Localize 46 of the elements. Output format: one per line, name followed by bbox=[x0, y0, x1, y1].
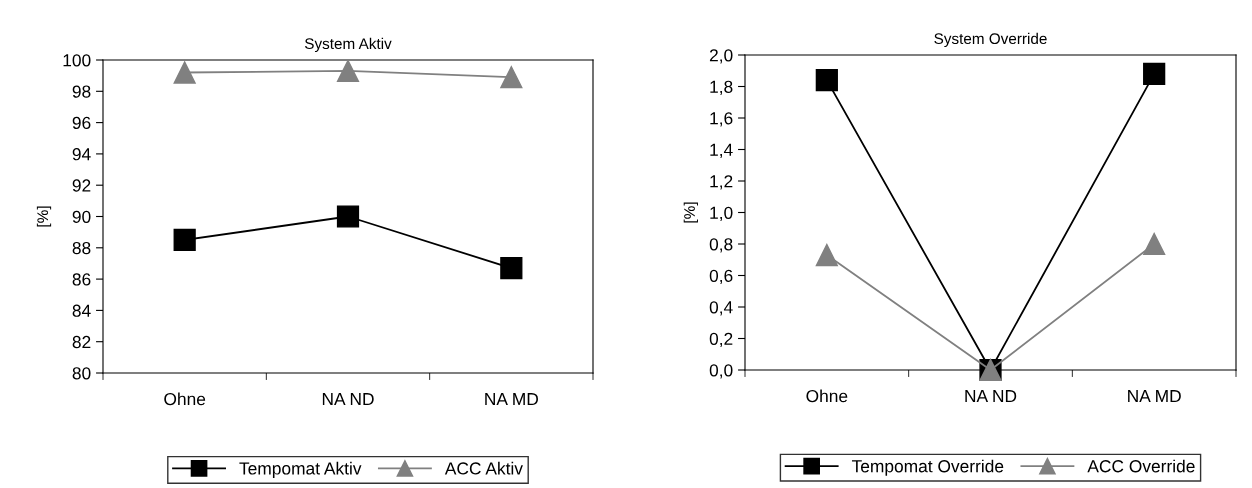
y-tick-label: 2,0 bbox=[709, 49, 733, 64]
legend-label: Tempomat Override bbox=[851, 459, 1004, 476]
y-tick-label: 1,8 bbox=[710, 80, 733, 96]
legend-label: ACC Override bbox=[1087, 459, 1195, 473]
legend-label: ACC Aktiv bbox=[444, 461, 523, 475]
y-tick-label: 1,2 bbox=[710, 175, 733, 190]
point bbox=[336, 59, 360, 83]
chart-title: System Aktiv bbox=[304, 37, 392, 53]
y-tick-label: 0,6 bbox=[709, 269, 733, 285]
point bbox=[500, 257, 523, 280]
y-tick-label: 0,8 bbox=[709, 238, 733, 253]
y-tick-label: 1,6 bbox=[710, 112, 733, 127]
y-tick-label: 80 bbox=[72, 367, 91, 380]
y-tick-label: 90 bbox=[72, 210, 91, 223]
y-tick-label: 0,2 bbox=[709, 332, 733, 348]
y-tick-label: 86 bbox=[72, 273, 91, 286]
point bbox=[815, 69, 838, 92]
point bbox=[815, 243, 838, 267]
point bbox=[1143, 62, 1166, 86]
y-axis-title: [%] bbox=[36, 206, 52, 227]
point bbox=[336, 205, 360, 228]
point bbox=[173, 61, 196, 84]
y-axis-title: [%] bbox=[683, 202, 698, 223]
y-tick-label: 82 bbox=[72, 335, 91, 349]
point bbox=[173, 228, 196, 252]
y-tick-label: 1,0 bbox=[710, 206, 733, 222]
x-tick-label: Ohne bbox=[806, 389, 848, 403]
y-tick-label: 84 bbox=[72, 304, 91, 317]
y-tick-label: 0,4 bbox=[709, 301, 733, 316]
y-tick-label: 88 bbox=[72, 241, 91, 255]
chart-title: System Override bbox=[934, 32, 1047, 48]
x-tick-label: Ohne bbox=[164, 392, 206, 406]
x-tick-label: NA MD bbox=[485, 393, 538, 406]
y-tick-label: 100 bbox=[63, 54, 91, 67]
y-tick-label: 94 bbox=[72, 148, 91, 161]
y-tick-label: 1,4 bbox=[710, 143, 733, 159]
x-tick-label: NA ND bbox=[322, 393, 374, 406]
y-tick-label: 0,0 bbox=[709, 364, 733, 379]
legend-label: Tempomat Aktiv bbox=[239, 461, 362, 479]
x-tick-label: NA MD bbox=[1128, 390, 1181, 403]
y-tick-label: 98 bbox=[72, 85, 91, 98]
y-tick-label: 92 bbox=[72, 179, 91, 192]
point bbox=[500, 66, 523, 89]
point bbox=[1143, 232, 1166, 256]
x-tick-label: NA ND bbox=[965, 390, 1017, 403]
y-tick-label: 96 bbox=[72, 116, 91, 130]
